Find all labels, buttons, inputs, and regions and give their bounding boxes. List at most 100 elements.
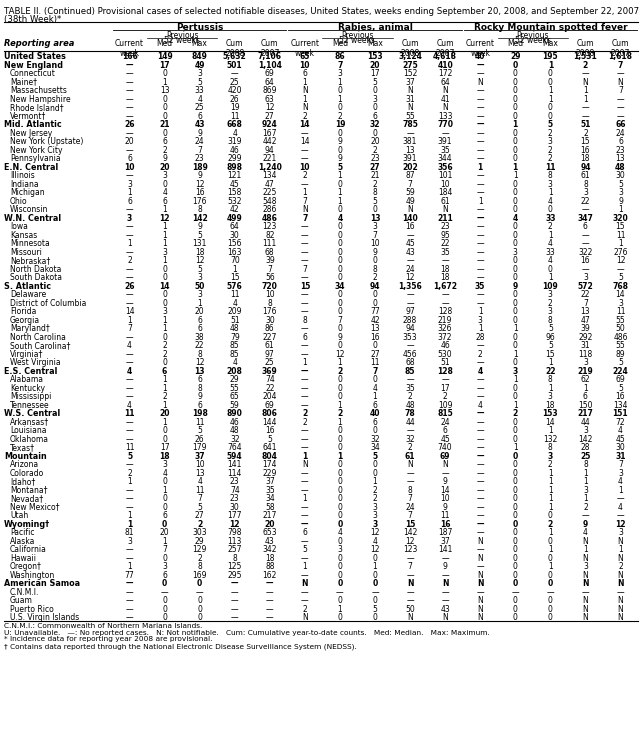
Text: 1,618: 1,618 — [608, 52, 633, 61]
Text: 4: 4 — [232, 299, 237, 308]
Text: 6: 6 — [583, 222, 588, 231]
Text: 4: 4 — [583, 528, 588, 537]
Text: 0: 0 — [513, 307, 518, 316]
Text: 4: 4 — [337, 214, 342, 223]
Text: —: — — [301, 375, 309, 384]
Text: 1: 1 — [338, 358, 342, 368]
Text: 96: 96 — [545, 333, 555, 342]
Text: 0: 0 — [338, 384, 342, 393]
Text: 6: 6 — [372, 418, 378, 427]
Text: 0: 0 — [338, 435, 342, 444]
Text: 11: 11 — [124, 409, 135, 418]
Text: 1: 1 — [548, 486, 553, 494]
Text: 101: 101 — [438, 171, 453, 180]
Text: 86: 86 — [265, 324, 274, 333]
Text: North Carolina: North Carolina — [10, 333, 66, 342]
Text: 1: 1 — [338, 94, 342, 104]
Text: 12: 12 — [370, 545, 379, 554]
Text: —: — — [476, 128, 484, 138]
Text: 1: 1 — [303, 452, 308, 461]
Text: 1: 1 — [127, 477, 132, 486]
Text: 51: 51 — [440, 358, 450, 368]
Text: 6: 6 — [162, 511, 167, 520]
Text: 1: 1 — [618, 545, 623, 554]
Text: 163: 163 — [228, 248, 242, 257]
Text: 9: 9 — [197, 392, 202, 401]
Text: American Samoa: American Samoa — [4, 579, 80, 588]
Text: 12: 12 — [335, 350, 345, 359]
Text: Reporting area: Reporting area — [4, 39, 74, 48]
Text: 1: 1 — [338, 401, 342, 410]
Text: 0: 0 — [338, 461, 342, 469]
Text: 0: 0 — [548, 265, 553, 274]
Text: 3: 3 — [618, 528, 623, 537]
Text: 55: 55 — [230, 384, 240, 393]
Text: 18: 18 — [195, 248, 204, 257]
Text: 0: 0 — [338, 570, 342, 580]
Text: —: — — [126, 503, 133, 511]
Text: 29: 29 — [510, 52, 520, 61]
Text: 0: 0 — [548, 205, 553, 214]
Text: 0: 0 — [513, 384, 518, 393]
Text: 20: 20 — [265, 520, 275, 528]
Text: 0: 0 — [338, 511, 342, 520]
Text: —: — — [301, 401, 309, 410]
Text: 0: 0 — [548, 511, 553, 520]
Text: 16: 16 — [370, 333, 380, 342]
Text: 7: 7 — [127, 324, 132, 333]
Text: 0: 0 — [162, 520, 167, 528]
Text: 0: 0 — [337, 579, 342, 588]
Text: —: — — [476, 145, 484, 155]
Text: 2: 2 — [303, 171, 307, 180]
Text: 187: 187 — [438, 528, 453, 537]
Text: —: — — [581, 265, 589, 274]
Text: Maryland†: Maryland† — [10, 324, 50, 333]
Text: N: N — [442, 86, 448, 95]
Text: —: — — [266, 579, 274, 588]
Text: 804: 804 — [262, 452, 278, 461]
Text: 51: 51 — [230, 316, 240, 325]
Text: 18: 18 — [581, 154, 590, 163]
Text: 179: 179 — [192, 444, 207, 452]
Text: 0: 0 — [513, 596, 518, 605]
Text: 123: 123 — [263, 222, 277, 231]
Text: 410: 410 — [437, 61, 453, 69]
Text: 2: 2 — [303, 604, 307, 614]
Text: 43: 43 — [440, 604, 450, 614]
Text: 4: 4 — [232, 358, 237, 368]
Text: 128: 128 — [437, 367, 453, 376]
Text: N: N — [302, 86, 308, 95]
Text: 0: 0 — [197, 579, 203, 588]
Text: 3: 3 — [197, 273, 202, 282]
Text: 11: 11 — [230, 111, 240, 121]
Text: 1: 1 — [197, 299, 202, 308]
Text: Minnesota: Minnesota — [10, 239, 50, 248]
Text: 49: 49 — [194, 61, 205, 69]
Text: 1: 1 — [162, 77, 167, 86]
Text: 0: 0 — [338, 231, 342, 240]
Text: —: — — [126, 554, 133, 562]
Text: 169: 169 — [192, 570, 207, 580]
Text: N: N — [477, 579, 483, 588]
Text: 31: 31 — [615, 452, 626, 461]
Text: 3: 3 — [583, 427, 588, 435]
Text: 49: 49 — [405, 197, 415, 206]
Text: Mississippi: Mississippi — [10, 392, 51, 401]
Text: —: — — [441, 469, 449, 477]
Text: 1: 1 — [548, 477, 553, 486]
Text: Montana†: Montana† — [10, 486, 47, 494]
Text: —: — — [301, 511, 309, 520]
Text: 16: 16 — [581, 256, 590, 265]
Text: —: — — [301, 248, 309, 257]
Text: 38: 38 — [195, 333, 204, 342]
Text: 13: 13 — [194, 367, 205, 376]
Text: Missouri: Missouri — [10, 248, 42, 257]
Text: 2: 2 — [127, 469, 132, 477]
Text: Massachusetts: Massachusetts — [10, 86, 67, 95]
Text: —: — — [301, 222, 309, 231]
Text: 740: 740 — [438, 444, 453, 452]
Text: 0: 0 — [513, 494, 518, 503]
Text: 5: 5 — [548, 341, 553, 351]
Text: N: N — [617, 579, 624, 588]
Text: Delaware: Delaware — [10, 290, 46, 299]
